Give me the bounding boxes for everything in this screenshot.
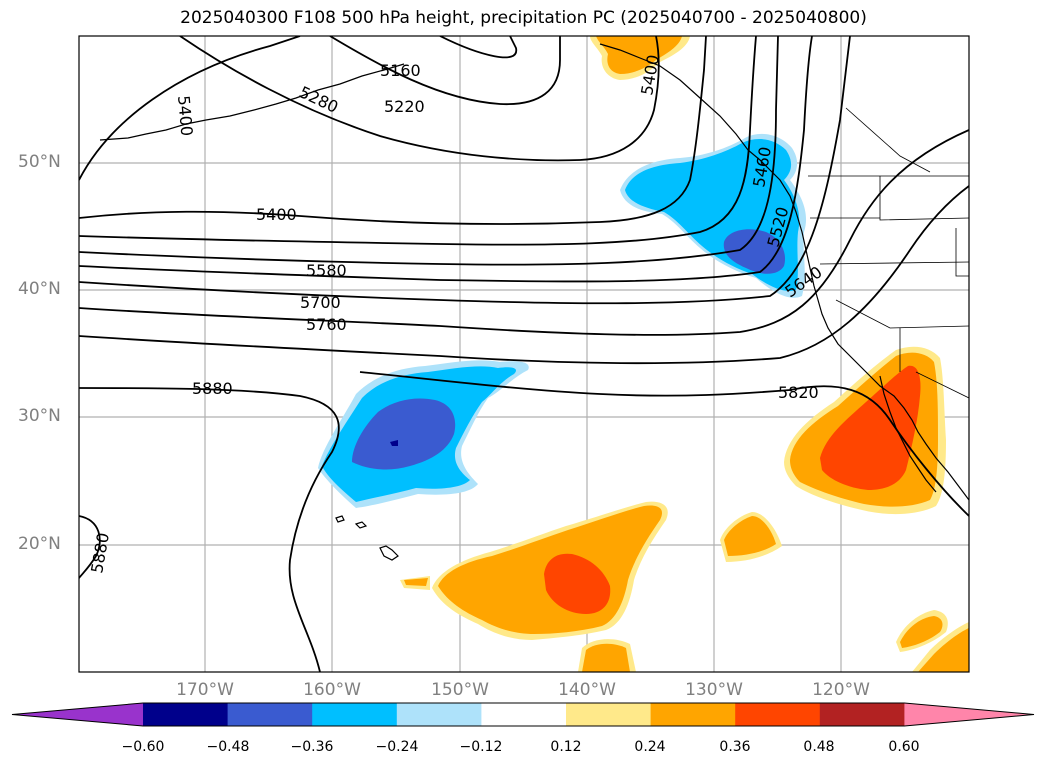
height-contours (79, 36, 969, 672)
colorbar-segment (735, 703, 821, 726)
colorbar-segment (396, 703, 482, 726)
contour-label: 5220 (384, 97, 425, 116)
precip-positive-tropical (400, 501, 668, 672)
lon-label-160w: 160°W (303, 680, 361, 700)
colorbar-segment (312, 703, 398, 726)
contour-label: 5880 (192, 379, 233, 398)
colorbar-tick: 0.36 (719, 739, 751, 755)
contour-labels: 5400 5280 5160 5220 5400 5580 5700 5760 … (87, 53, 825, 574)
colorbar-tick: −0.12 (459, 739, 503, 755)
lat-label-50n: 50°N (18, 152, 61, 172)
colorbar-segment (650, 703, 736, 726)
lat-label-40n: 40°N (18, 279, 61, 299)
colorbar-segment (227, 703, 313, 726)
lon-label-120w: 120°W (812, 680, 870, 700)
colorbar-extend-high (904, 703, 1034, 726)
contour-label: 5400 (256, 205, 297, 224)
colorbar-tick: 0.24 (634, 739, 666, 755)
lon-label-140w: 140°W (558, 680, 616, 700)
borders (808, 107, 969, 399)
colorbar-segment (143, 703, 229, 726)
contour-label: 5580 (306, 261, 347, 280)
colorbar-segment (819, 703, 905, 726)
contour-label: 5820 (778, 383, 819, 402)
colorbar-tick: 0.12 (550, 739, 582, 755)
lon-label-150w: 150°W (431, 680, 489, 700)
contour-label: 5760 (306, 315, 347, 334)
colorbar-extend-low (12, 703, 143, 726)
colorbar-outline (11, 702, 1035, 727)
colorbar-tick: −0.48 (206, 739, 250, 755)
colorbar-segment (566, 703, 652, 726)
colorbar-segment (481, 703, 567, 726)
precip-negative-northeast (620, 133, 807, 298)
colorbar-tick: 0.60 (888, 739, 920, 755)
contour-label: 5160 (380, 61, 421, 80)
lat-label-20n: 20°N (18, 534, 61, 554)
lat-label-30n: 30°N (18, 406, 61, 426)
contour-label: 5700 (300, 293, 341, 312)
lon-label-130w: 130°W (685, 680, 743, 700)
contour-label: 5280 (296, 82, 341, 116)
lon-label-170w: 170°W (176, 680, 234, 700)
map-title: 2025040300 F108 500 hPa height, precipit… (180, 8, 867, 28)
contour-label: 5880 (87, 531, 113, 574)
colorbar-tick: −0.36 (290, 739, 334, 755)
colorbar-tick: 0.48 (803, 739, 835, 755)
colorbar-tick: −0.24 (375, 739, 419, 755)
colorbar (11, 702, 1035, 727)
contour-label: 5400 (174, 95, 196, 137)
colorbar-tick: −0.60 (121, 739, 165, 755)
map-frame (78, 35, 970, 673)
coastlines (99, 43, 969, 561)
precip-positive-mexico (720, 512, 969, 672)
precip-negative-central (318, 360, 529, 508)
